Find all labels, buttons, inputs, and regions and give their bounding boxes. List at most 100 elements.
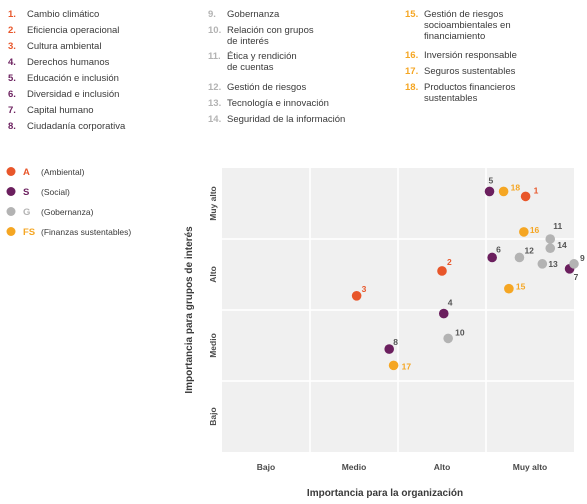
topic-item: 12. Gestión de riesgos <box>208 82 306 93</box>
topic-number: 14. <box>208 114 221 125</box>
point-label: 12 <box>524 245 534 255</box>
legend-code: G <box>23 207 30 218</box>
plot-area: Bajo Medio Alto Muy alto Bajo Medio Alto Muy al… <box>208 168 574 472</box>
point-marker <box>520 191 531 202</box>
legend-item-a: A (Ambiental) <box>6 167 85 178</box>
legend-code: A <box>23 167 30 178</box>
point-label: 5 <box>489 175 494 185</box>
x-tick-label: Medio <box>342 462 367 472</box>
topic-item: 13. Tecnología e innovación <box>208 98 329 109</box>
point-label: 2 <box>447 257 452 267</box>
y-tick-label: Muy alto <box>208 186 218 220</box>
point-marker <box>537 259 548 269</box>
topic-number: 12. <box>208 82 221 93</box>
point-label: 7 <box>574 272 579 282</box>
topic-item: 6. Diversidad e inclusión <box>8 89 119 100</box>
legend-item-fs: FS (Finanzas sustentables) <box>6 227 131 238</box>
point-label: 14 <box>557 240 567 250</box>
topic-number: 9. <box>208 9 216 20</box>
legend-label: (Social) <box>41 187 70 197</box>
data-point-12: 12 <box>514 245 534 263</box>
topic-label: Seguridad de la información <box>227 114 345 125</box>
point-label: 15 <box>516 282 526 292</box>
x-tick-label: Alto <box>434 462 451 472</box>
legend-label: (Ambiental) <box>41 167 85 177</box>
topic-number: 18. <box>405 82 418 93</box>
legend-item-s: S (Social) <box>6 187 70 198</box>
topic-item: 18. Productos financieros sustentables <box>405 82 516 104</box>
topic-item: 10. Relación con grupos de interés <box>208 25 314 47</box>
topic-label: Eficiencia operacional <box>27 25 119 36</box>
topic-label: Educación e inclusión <box>27 73 119 84</box>
topic-number: 5. <box>8 73 16 84</box>
topic-label: Gobernanza <box>227 9 280 20</box>
topic-item: 8. Ciudadanía corporativa <box>8 121 126 132</box>
topic-number: 11. <box>208 51 221 62</box>
point-label: 3 <box>362 284 367 294</box>
legend-marker <box>6 227 16 236</box>
legend: A (Ambiental) S (Social) G (Gobernanza) FS (Fin… <box>6 167 131 238</box>
point-marker <box>437 266 447 276</box>
point-marker <box>351 291 362 301</box>
topic-item: 2. Eficiencia operacional <box>8 25 119 36</box>
topic-label: Ciudadanía corporativa <box>27 121 126 132</box>
topic-item: 16. Inversión responsable <box>405 50 517 61</box>
point-label: 8 <box>393 337 398 347</box>
topic-label: Gestión de riesgos socioambientales en fin… <box>424 9 511 42</box>
topic-number: 8. <box>8 121 16 132</box>
topic-item: 11. Ética y rendición de cuentas <box>208 51 297 73</box>
topic-label: Seguros sustentables <box>424 66 516 77</box>
x-tick-label: Bajo <box>257 462 275 472</box>
topic-number: 10. <box>208 25 221 36</box>
data-point-15: 15 <box>504 282 526 294</box>
y-tick-label: Alto <box>208 266 218 283</box>
topic-number: 1. <box>8 9 16 20</box>
topic-label: Capital humano <box>27 105 94 116</box>
topic-number: 13. <box>208 98 221 109</box>
point-marker <box>504 283 514 294</box>
point-marker <box>487 252 497 263</box>
point-label: 13 <box>548 259 558 269</box>
topic-item: 1. Cambio climático <box>8 9 99 20</box>
point-marker <box>545 243 556 254</box>
point-label: 17 <box>402 361 412 371</box>
topic-item: 7. Capital humano <box>8 105 94 116</box>
data-point-16: 16 <box>519 225 540 237</box>
topic-number: 6. <box>8 89 16 100</box>
point-marker <box>514 252 525 263</box>
topic-label: Tecnología e innovación <box>227 98 329 109</box>
topic-number: 7. <box>8 105 16 116</box>
data-point-2: 2 <box>437 257 452 276</box>
point-marker <box>519 227 529 237</box>
y-tick-label: Medio <box>208 333 218 358</box>
point-marker <box>545 234 556 244</box>
point-label: 18 <box>511 182 521 192</box>
topic-item: 15. Gestión de riesgos socioambientales en… <box>405 9 511 42</box>
topic-item: 9. Gobernanza <box>208 9 280 20</box>
point-label: 10 <box>455 327 465 337</box>
data-point-9: 9 <box>569 253 585 269</box>
topic-number: 15. <box>405 9 418 20</box>
point-label: 1 <box>534 185 539 195</box>
point-marker <box>438 308 449 319</box>
topic-number: 2. <box>8 25 16 36</box>
topic-label: Relación con grupos de interés <box>227 25 314 47</box>
topic-number: 4. <box>8 57 16 68</box>
legend-label: (Gobernanza) <box>41 207 94 217</box>
legend-marker <box>6 167 16 176</box>
point-label: 16 <box>530 225 540 235</box>
point-marker <box>384 344 395 354</box>
legend-marker <box>6 187 16 196</box>
data-point-14: 14 <box>545 240 567 254</box>
data-point-3: 3 <box>351 284 367 301</box>
y-axis-label: Importancia para grupos de interés <box>184 226 195 394</box>
legend-marker <box>6 207 16 216</box>
topic-label: Ética y rendición de cuentas <box>227 51 297 73</box>
topic-label: Gestión de riesgos <box>227 82 306 93</box>
legend-label: (Finanzas sustentables) <box>41 227 131 237</box>
point-marker <box>484 186 495 197</box>
topic-label: Cambio climático <box>27 9 99 20</box>
data-point-5: 5 <box>484 175 495 197</box>
